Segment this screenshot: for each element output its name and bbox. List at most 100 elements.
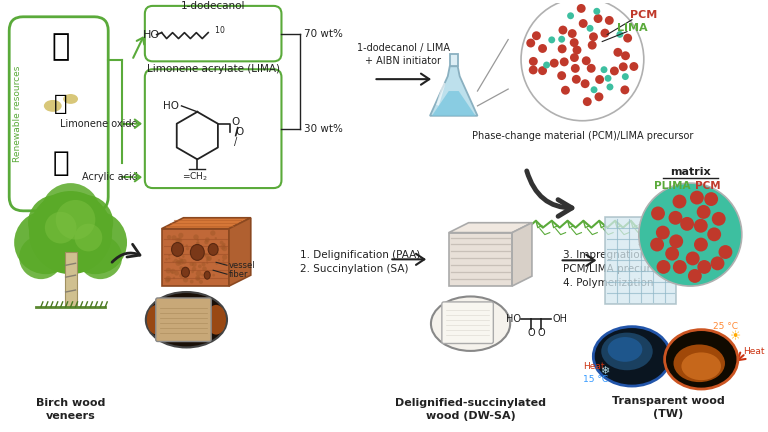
Ellipse shape <box>681 353 721 380</box>
Circle shape <box>617 31 624 38</box>
Circle shape <box>601 66 607 73</box>
Text: ☀: ☀ <box>730 330 741 343</box>
Circle shape <box>207 257 211 261</box>
Circle shape <box>45 212 77 244</box>
Circle shape <box>181 259 187 264</box>
Circle shape <box>594 92 604 101</box>
Circle shape <box>165 276 171 282</box>
Circle shape <box>623 34 632 43</box>
Text: PCM: PCM <box>631 10 657 20</box>
Circle shape <box>165 278 170 283</box>
Circle shape <box>58 195 113 251</box>
Circle shape <box>587 25 594 32</box>
Circle shape <box>167 278 170 281</box>
Circle shape <box>601 29 609 38</box>
FancyBboxPatch shape <box>156 298 211 342</box>
Circle shape <box>582 56 591 65</box>
Circle shape <box>521 0 644 121</box>
Circle shape <box>607 83 614 90</box>
Circle shape <box>78 235 122 279</box>
Circle shape <box>172 260 174 263</box>
Polygon shape <box>430 66 478 116</box>
Circle shape <box>182 255 184 258</box>
Circle shape <box>595 75 604 84</box>
Circle shape <box>583 97 591 106</box>
Circle shape <box>182 267 186 270</box>
Circle shape <box>180 258 183 261</box>
Circle shape <box>206 262 208 264</box>
Text: Delignified-succinylated
wood (DW-SA): Delignified-succinylated wood (DW-SA) <box>395 398 546 421</box>
FancyBboxPatch shape <box>605 217 677 304</box>
Circle shape <box>198 264 202 268</box>
Circle shape <box>183 277 188 283</box>
Ellipse shape <box>674 344 725 382</box>
Circle shape <box>694 219 708 233</box>
Text: 1. Delignification (PAA)
2. Succinylation (SA): 1. Delignification (PAA) 2. Succinylatio… <box>300 251 421 274</box>
Circle shape <box>697 260 711 274</box>
Text: 🍋: 🍋 <box>54 94 68 114</box>
Text: LIMA: LIMA <box>617 22 647 33</box>
Circle shape <box>192 262 197 267</box>
Circle shape <box>588 41 597 50</box>
Text: 25 °C: 25 °C <box>713 322 739 331</box>
Circle shape <box>712 212 726 226</box>
Circle shape <box>222 260 224 262</box>
Ellipse shape <box>63 94 78 104</box>
Circle shape <box>572 75 581 84</box>
Circle shape <box>197 245 200 248</box>
Circle shape <box>190 280 194 283</box>
Text: 15 °C: 15 °C <box>583 375 607 384</box>
Circle shape <box>614 48 622 57</box>
Circle shape <box>581 79 590 88</box>
Circle shape <box>560 57 568 67</box>
Circle shape <box>177 245 181 250</box>
Circle shape <box>212 274 215 276</box>
Circle shape <box>196 270 201 276</box>
Circle shape <box>572 45 581 54</box>
Circle shape <box>195 276 200 281</box>
Circle shape <box>704 192 718 206</box>
Text: Limonene acrylate (LIMA): Limonene acrylate (LIMA) <box>147 64 280 74</box>
Text: 30 wt%: 30 wt% <box>304 124 343 133</box>
Text: HO: HO <box>143 30 161 40</box>
Circle shape <box>570 53 579 62</box>
Circle shape <box>680 217 694 231</box>
Circle shape <box>175 260 181 266</box>
Circle shape <box>174 271 179 276</box>
Ellipse shape <box>190 245 204 260</box>
Circle shape <box>168 257 170 260</box>
Circle shape <box>651 206 665 220</box>
Circle shape <box>558 25 568 35</box>
Text: =CH$_2$: =CH$_2$ <box>182 171 208 184</box>
Circle shape <box>665 247 679 260</box>
Circle shape <box>179 273 184 278</box>
Text: O: O <box>527 327 535 337</box>
Text: ❄: ❄ <box>601 366 610 376</box>
Circle shape <box>177 238 182 243</box>
Polygon shape <box>229 218 251 286</box>
Circle shape <box>174 259 178 263</box>
Circle shape <box>181 244 184 246</box>
Text: O: O <box>236 127 243 137</box>
Circle shape <box>526 38 535 48</box>
Text: vessel: vessel <box>229 261 256 270</box>
Ellipse shape <box>146 292 227 347</box>
Circle shape <box>170 269 175 274</box>
Circle shape <box>175 238 180 243</box>
Circle shape <box>558 36 565 43</box>
Polygon shape <box>449 232 512 286</box>
Circle shape <box>168 254 170 257</box>
Circle shape <box>197 238 199 241</box>
Text: PCM: PCM <box>695 181 721 191</box>
Circle shape <box>218 259 220 261</box>
Circle shape <box>222 246 227 251</box>
Circle shape <box>179 257 180 259</box>
Circle shape <box>543 61 550 69</box>
Circle shape <box>622 73 629 80</box>
Circle shape <box>206 259 208 262</box>
Text: Transparent wood
(TW): Transparent wood (TW) <box>612 396 725 419</box>
Text: fiber: fiber <box>229 270 249 279</box>
Circle shape <box>203 253 207 256</box>
Circle shape <box>719 245 733 259</box>
Circle shape <box>56 200 95 239</box>
